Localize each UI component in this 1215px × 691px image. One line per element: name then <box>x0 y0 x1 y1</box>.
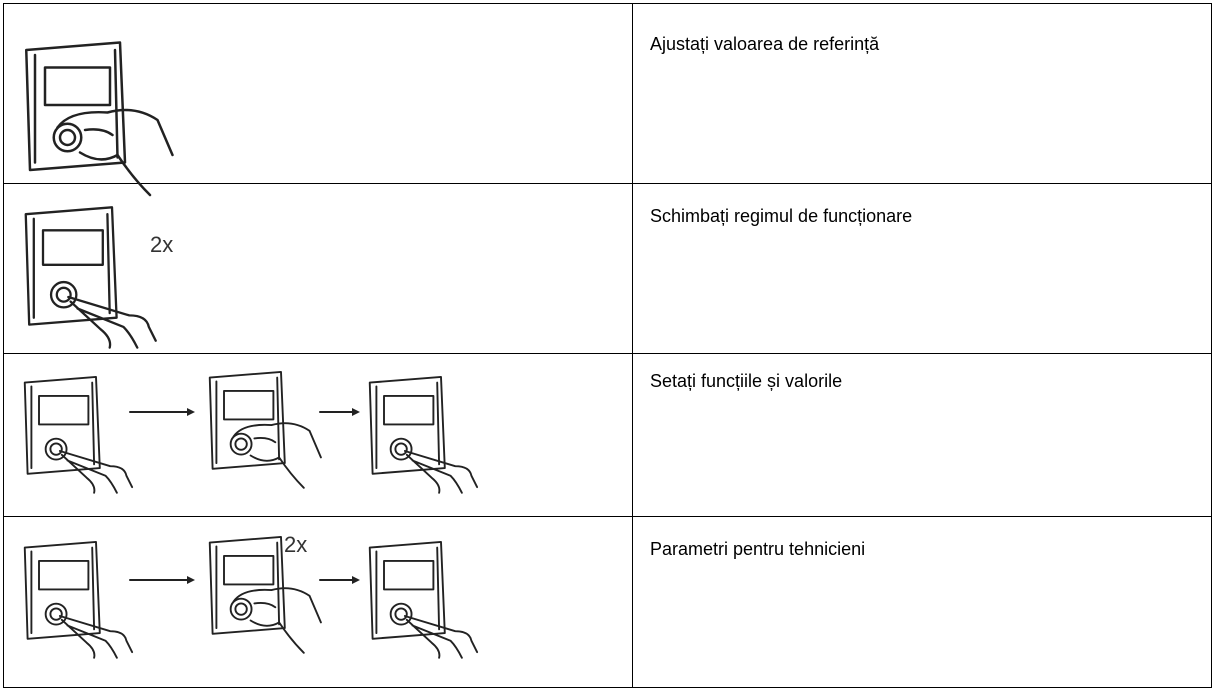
device-knob <box>229 597 253 621</box>
hand <box>232 422 322 489</box>
device-illustration <box>208 370 322 489</box>
device-knob <box>389 437 413 461</box>
device-illustration <box>23 540 134 659</box>
device-knob-inner <box>58 128 77 147</box>
device-frame-inner <box>375 381 441 470</box>
hand <box>403 450 479 494</box>
illustration-label: 2x <box>284 532 307 557</box>
device-screen <box>223 554 275 586</box>
arrowhead <box>187 408 195 416</box>
device-knob-inner <box>394 607 408 621</box>
device-frame <box>25 41 127 172</box>
device-screen <box>43 66 112 107</box>
device-frame-inner <box>32 213 111 319</box>
device-screen <box>383 559 435 591</box>
hand <box>56 108 174 197</box>
device-knob-inner <box>49 607 63 621</box>
device-frame-inner <box>215 376 281 465</box>
hand <box>58 450 134 494</box>
device-illustration <box>208 535 322 654</box>
device-screen <box>38 394 90 426</box>
arrowhead <box>187 576 195 584</box>
device-frame-inner <box>215 541 281 630</box>
table-border <box>3 3 1212 688</box>
device-illustration <box>368 375 479 494</box>
arrowhead <box>352 576 360 584</box>
hand <box>58 615 134 659</box>
device-knob-inner <box>234 602 248 616</box>
hand <box>232 587 322 654</box>
device-knob-inner <box>55 286 72 303</box>
table-grid <box>3 3 1212 688</box>
device-illustration <box>24 206 157 349</box>
device-frame <box>23 540 101 640</box>
device-screen <box>38 559 90 591</box>
device-knob <box>44 602 68 626</box>
device-screen <box>41 229 104 266</box>
device-frame <box>23 375 101 475</box>
hand <box>67 295 157 349</box>
arrowhead <box>352 408 360 416</box>
row-description: Schimbați regimul de funcționare <box>650 206 912 226</box>
device-knob-inner <box>234 437 248 451</box>
device-knob <box>49 280 78 309</box>
device-knob-inner <box>394 442 408 456</box>
device-knob <box>52 122 83 153</box>
device-screen <box>383 394 435 426</box>
device-knob <box>44 437 68 461</box>
device-illustration <box>368 540 479 659</box>
illustrations <box>23 41 479 659</box>
device-frame-inner <box>30 546 96 635</box>
device-frame <box>368 375 446 475</box>
device-frame <box>24 206 118 326</box>
device-knob-inner <box>49 442 63 456</box>
row-description: Setați funcțiile și valorile <box>650 371 842 391</box>
device-frame <box>368 540 446 640</box>
device-frame <box>208 370 286 470</box>
device-illustration <box>25 41 174 197</box>
illustration-label: 2x <box>150 232 173 257</box>
device-frame <box>208 535 286 635</box>
row-description: Parametri pentru tehnicieni <box>650 539 865 559</box>
device-illustration <box>23 375 134 494</box>
device-frame-inner <box>375 546 441 635</box>
row-description: Ajustați valoarea de referință <box>650 34 880 54</box>
device-knob <box>389 602 413 626</box>
hand <box>403 615 479 659</box>
device-frame-inner <box>33 48 119 164</box>
device-knob <box>229 432 253 456</box>
device-frame-inner <box>30 381 96 470</box>
device-screen <box>223 389 275 421</box>
